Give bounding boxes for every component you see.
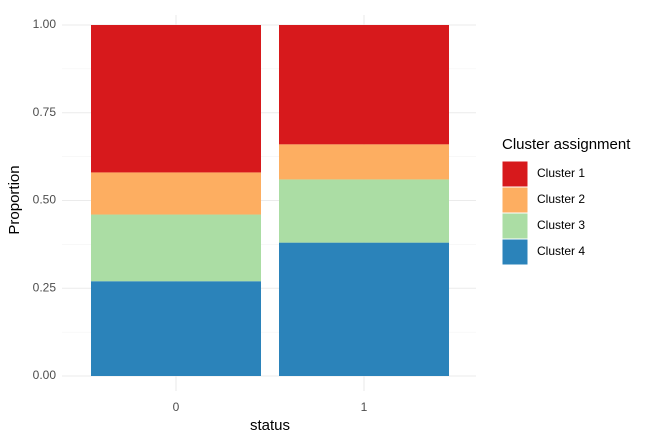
x-tick-label: 0 [173,400,180,414]
x-tick-label: 1 [361,400,368,414]
bar-segment [91,25,261,173]
legend-title: Cluster assignment [502,136,631,153]
legend-key [501,238,529,266]
legend-label: Cluster 1 [537,166,585,180]
bar-segment [91,281,261,376]
legend-key [501,212,529,240]
y-tick-label: 0.00 [33,368,57,382]
y-axis-title: Proportion [6,165,23,234]
bar-segment [279,25,449,145]
bar-segment [279,242,449,376]
bar-segment [279,144,449,180]
legend-label: Cluster 3 [537,218,585,232]
y-tick-label: 0.25 [33,280,57,294]
legend-key [501,160,529,188]
legend-label: Cluster 2 [537,192,585,206]
y-tick-label: 1.00 [33,17,57,31]
x-axis-title: status [250,417,290,434]
y-tick-label: 0.50 [33,193,57,207]
y-tick-label: 0.75 [33,105,57,119]
bar-segment [279,179,449,243]
bar-segment [91,214,261,282]
legend-key [501,186,529,214]
legend: Cluster 1 Cluster 2 Cluster 3 Cluster 4 [501,160,585,266]
bar-segment [91,172,261,215]
legend-label: Cluster 4 [537,244,585,258]
